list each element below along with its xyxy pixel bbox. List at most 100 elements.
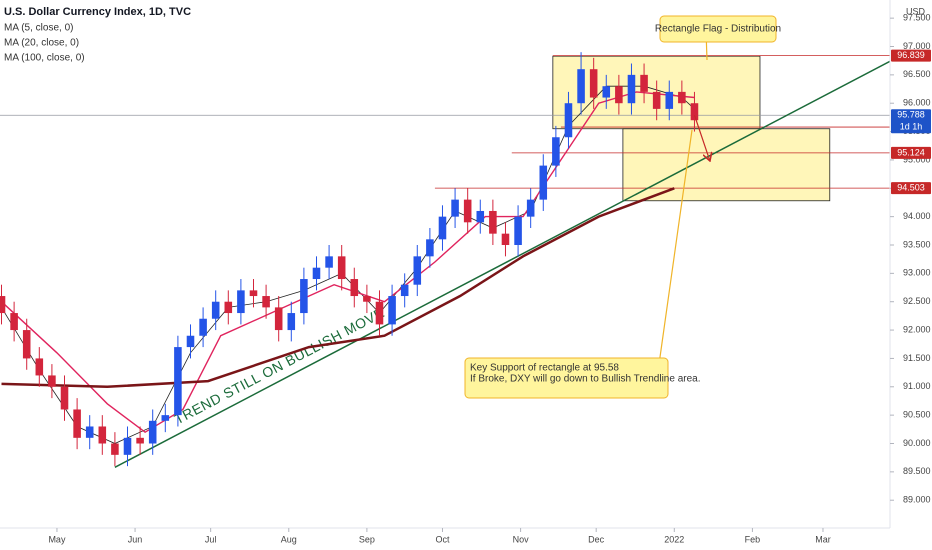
candle-body: [426, 239, 434, 257]
price-tag-label: 94.503: [897, 182, 925, 192]
candle-body: [287, 313, 296, 331]
y-tick-label: 96.000: [903, 98, 931, 108]
candle-body: [325, 256, 333, 268]
candle-body: [438, 216, 447, 240]
candle-body: [577, 69, 585, 104]
price-tag: [891, 49, 931, 62]
callout-box: [659, 15, 777, 43]
candle-body: [589, 69, 598, 98]
candle-body: [186, 335, 195, 348]
y-tick-label: 89.000: [903, 495, 931, 505]
rectangle-zone: [622, 128, 831, 202]
candle-body: [451, 199, 459, 217]
candle-body: [337, 256, 346, 280]
legend-entry: MA (20, close, 0): [4, 38, 79, 49]
axes: 89.000 89.500 90.000 90.500 91.000 91.500 92.0…: [48, 13, 931, 544]
candle-body: [148, 420, 157, 444]
price-tag-label: 96.839: [897, 50, 925, 60]
moving-average: [1, 187, 675, 389]
currency-label: USD: [906, 6, 926, 16]
x-tick-label: May: [48, 534, 66, 544]
candle-body: [350, 279, 359, 297]
candle-body: [85, 426, 94, 438]
candle-body: [35, 358, 44, 376]
candle-body: [615, 86, 623, 104]
candle-body: [400, 284, 409, 297]
x-tick-label: Jun: [128, 534, 143, 544]
candle-body: [10, 313, 18, 331]
callout-box: [464, 357, 669, 399]
y-tick-label: 93.000: [903, 268, 931, 278]
candle-body: [602, 86, 611, 98]
y-tick-label: 96.500: [903, 69, 931, 79]
candle-body: [678, 91, 686, 104]
candle-body: [274, 307, 283, 331]
callout-text: If Broke, DXY will go down to Bullish Tr…: [470, 374, 701, 385]
price-tag: [891, 146, 931, 159]
countdown-label: 1d 1h: [900, 122, 923, 132]
price-tag-label: 95.124: [897, 147, 925, 157]
candle-body: [375, 301, 384, 325]
x-tick-label: Nov: [513, 534, 530, 544]
x-tick-label: Jul: [205, 534, 217, 544]
candle-body: [136, 437, 144, 444]
callout-text: Rectangle Flag - Distribution: [655, 24, 781, 35]
candle-body: [73, 409, 81, 438]
projection-arrow: [693, 114, 709, 160]
legend-entry: MA (5, close, 0): [4, 23, 73, 34]
x-tick-label: Dec: [588, 534, 605, 544]
candle-body: [312, 267, 321, 280]
callout-pointer: [705, 41, 708, 61]
candle-body: [211, 301, 220, 319]
candle-body: [174, 347, 182, 416]
candle-body: [161, 415, 170, 421]
price-axis: [890, 0, 932, 550]
y-tick-label: 90.000: [903, 438, 931, 448]
legend-entry: MA (100, close, 0): [4, 53, 85, 64]
candle-body: [665, 91, 674, 109]
candle-body: [249, 290, 258, 297]
y-tick-label: 92.500: [903, 296, 931, 306]
moving-average: [1, 91, 695, 434]
candle-body: [48, 375, 56, 387]
candle-body: [199, 318, 207, 336]
y-tick-label: 92.000: [903, 324, 931, 334]
y-tick-label: 94.000: [903, 211, 931, 221]
candle-body: [539, 165, 548, 200]
candle-body: [123, 437, 132, 455]
y-tick-label: 91.000: [903, 381, 931, 391]
y-tick-label: 93.500: [903, 239, 931, 249]
candle-body: [300, 279, 308, 314]
x-tick-label: Mar: [815, 534, 831, 544]
price-tag: [891, 182, 931, 195]
candle-body: [489, 210, 497, 234]
candle-body: [60, 386, 69, 410]
callout-pointer: [659, 129, 693, 359]
candle-body: [564, 103, 573, 138]
price-tag-label: 95.788: [897, 110, 925, 120]
candle-body: [22, 330, 31, 359]
x-tick-label: Oct: [435, 534, 450, 544]
x-tick-label: Sep: [359, 534, 375, 544]
x-tick-label: 2022: [664, 534, 684, 544]
candle-body: [224, 301, 233, 314]
candle-body: [514, 216, 522, 246]
candle-body: [640, 74, 648, 92]
candle-body: [501, 233, 510, 246]
y-tick-label: 97.500: [903, 13, 931, 23]
y-tick-label: 90.500: [903, 410, 931, 420]
candle-body: [552, 137, 560, 166]
y-tick-label: 91.500: [903, 353, 931, 363]
candle-body: [111, 443, 119, 455]
y-tick-label: 89.500: [903, 466, 931, 476]
candle-body: [388, 296, 396, 325]
y-tick-label: 95.000: [903, 154, 931, 164]
candle-body: [0, 296, 6, 314]
x-tick-label: Aug: [281, 534, 297, 544]
price-tag: [891, 109, 931, 134]
chart-title: U.S. Dollar Currency Index, 1D, TVC: [4, 6, 191, 18]
candle-body: [526, 199, 535, 217]
candle-body: [237, 290, 245, 314]
